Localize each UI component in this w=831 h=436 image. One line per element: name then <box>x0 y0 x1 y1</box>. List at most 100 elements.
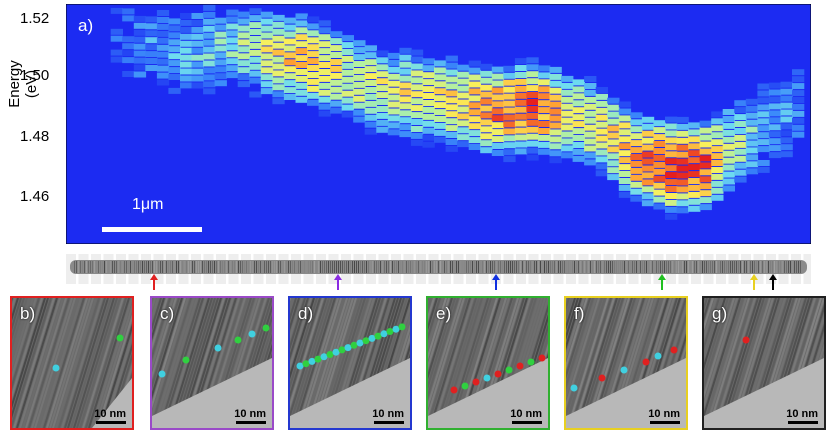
stacking-line <box>720 261 721 273</box>
heatmap-cell <box>387 52 401 59</box>
heatmap-cell <box>722 129 735 136</box>
stacking-line <box>568 261 569 273</box>
heatmap-cell <box>410 49 424 56</box>
heatmap-cell <box>503 135 516 142</box>
heatmap-cell <box>180 26 193 33</box>
heatmap-cell <box>307 23 320 30</box>
heatmap-cell <box>191 68 204 75</box>
stacking-line <box>176 261 177 273</box>
heatmap-cell <box>272 21 285 28</box>
stacking-marker <box>234 336 242 344</box>
lattice-fringe <box>704 298 723 360</box>
lattice-fringe <box>82 298 124 428</box>
heatmap-cell <box>757 97 770 104</box>
heatmap-cell <box>330 86 343 93</box>
stacking-line <box>648 261 649 273</box>
heatmap-cell <box>295 41 308 48</box>
stacking-line <box>160 261 161 273</box>
heatmap-cell <box>272 56 285 63</box>
lattice-fringe <box>567 298 609 428</box>
stacking-line <box>460 261 461 273</box>
heatmap-cell <box>722 143 735 150</box>
lattice-fringe <box>566 298 585 360</box>
stacking-line <box>156 261 157 273</box>
heatmap-cell <box>191 26 204 33</box>
stacking-line <box>584 261 585 273</box>
stacking-line <box>370 261 371 273</box>
stacking-line <box>784 261 785 273</box>
heatmap-cell <box>757 111 770 118</box>
heatmap-cell <box>353 88 366 95</box>
stacking-marker <box>527 358 535 366</box>
heatmap-cell <box>641 144 655 151</box>
stacking-line <box>400 261 401 273</box>
stacking-line <box>494 261 495 273</box>
heatmap-cell <box>399 75 412 82</box>
stacking-line <box>762 261 763 273</box>
heatmap-cell <box>572 86 585 93</box>
stacking-line <box>272 261 273 273</box>
stacking-line <box>554 261 555 273</box>
stacking-line <box>170 261 171 273</box>
stacking-line <box>390 261 391 273</box>
stacking-line <box>576 261 577 273</box>
heatmap-cell <box>272 28 285 35</box>
heatmap-cell <box>665 116 678 123</box>
heatmap-cell <box>168 39 181 46</box>
heatmap-cell <box>584 76 597 82</box>
heatmap-cell <box>260 81 274 88</box>
heatmap-cell <box>665 206 678 213</box>
stacking-line <box>776 261 777 273</box>
stacking-line <box>630 261 631 273</box>
heatmap-cell <box>283 73 297 80</box>
heatmap-cell <box>653 148 666 154</box>
tem-panel: e) 10 nm <box>426 296 550 430</box>
heatmap-cell <box>249 77 262 84</box>
heatmap-cell <box>768 89 782 96</box>
heatmap-cell <box>341 42 354 49</box>
heatmap-cell <box>445 139 458 145</box>
heatmap-cell <box>676 116 689 123</box>
stacking-line <box>364 261 365 273</box>
heatmap-cell <box>376 126 389 133</box>
stacking-line <box>566 261 567 273</box>
stacking-line <box>508 261 509 273</box>
stacking-marker <box>642 358 650 366</box>
heatmap-cell <box>722 109 735 115</box>
heatmap-cell <box>491 101 505 108</box>
heatmap-cell <box>110 35 123 42</box>
lattice-fringe <box>704 298 741 419</box>
heatmap-cell <box>676 179 689 186</box>
stacking-line <box>614 261 615 273</box>
heatmap-cell <box>734 121 747 127</box>
heatmap-cell <box>353 47 366 54</box>
stacking-line <box>744 261 745 273</box>
stacking-line <box>392 261 393 273</box>
heatmap-cell <box>434 102 447 109</box>
heatmap-cell <box>745 133 759 140</box>
heatmap-cell <box>584 131 597 138</box>
heatmap-cell <box>665 158 678 165</box>
heatmap-cell <box>283 24 297 31</box>
heatmap-cell <box>457 106 470 113</box>
heatmap-cell <box>260 46 274 53</box>
heatmap-cell <box>203 4 216 11</box>
stacking-line <box>242 261 243 273</box>
heatmap-cell <box>549 115 562 122</box>
heatmap-cell <box>422 120 435 127</box>
stacking-line <box>384 261 385 273</box>
heatmap-cell <box>514 58 528 65</box>
heatmap-cell <box>538 128 551 134</box>
stacking-line <box>82 261 83 273</box>
heatmap-cell <box>387 73 401 80</box>
heatmap-cell <box>549 129 562 136</box>
heatmap-cell <box>572 155 585 162</box>
stacking-line <box>788 261 789 273</box>
stacking-line <box>226 261 227 273</box>
heatmap-cell <box>676 172 689 179</box>
heatmap-cell <box>214 45 227 52</box>
heatmap-cell <box>722 136 735 143</box>
heatmap-cell <box>734 134 747 141</box>
heatmap-cell <box>283 45 297 52</box>
position-arrow <box>334 274 342 290</box>
